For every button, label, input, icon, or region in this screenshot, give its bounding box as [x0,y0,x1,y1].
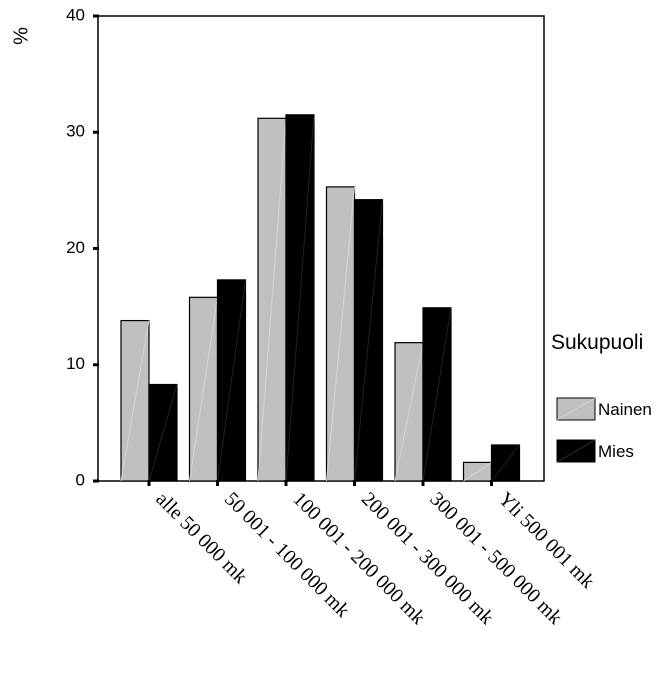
y-axis: 0 10 20 30 40 [66,5,99,489]
y-tick-label: 0 [76,470,85,489]
y-tick-label: 30 [66,122,85,141]
bar-sheen [217,279,246,482]
legend: Sukupuoli Nainen Mies [551,331,652,463]
y-tick-label: 20 [66,238,85,257]
y-axis-label: % [10,27,32,45]
bar-sheen [394,342,424,482]
x-tick-label: 200 001 - 300 000 mk [357,488,498,629]
y-tick-label: 40 [66,5,85,24]
legend-label-mies: Mies [598,442,634,461]
legend-label-nainen: Nainen [598,400,652,419]
legend-swatch-sheen [556,397,596,421]
bar-sheen [326,186,355,482]
bar-sheen [120,320,150,482]
legend-swatch-sheen [556,439,596,463]
bar-sheen [422,307,452,482]
x-tick-label: 100 001 - 200 000 mk [288,488,429,629]
legend-title: Sukupuoli [551,331,643,354]
bar-sheen [491,444,520,482]
x-tick-label: 50 001 - 100 000 mk [220,488,354,622]
y-tick-label: 10 [66,354,85,373]
bar-series [120,114,521,482]
bar-sheen [148,384,178,482]
x-tick-label: 300 001 - 500 000 mk [425,488,566,629]
bar-sheen [189,297,218,482]
bar-sheen [257,118,287,482]
bar-sheen [285,114,315,482]
bar-sheen [354,199,383,482]
bar-sheen [463,461,492,482]
